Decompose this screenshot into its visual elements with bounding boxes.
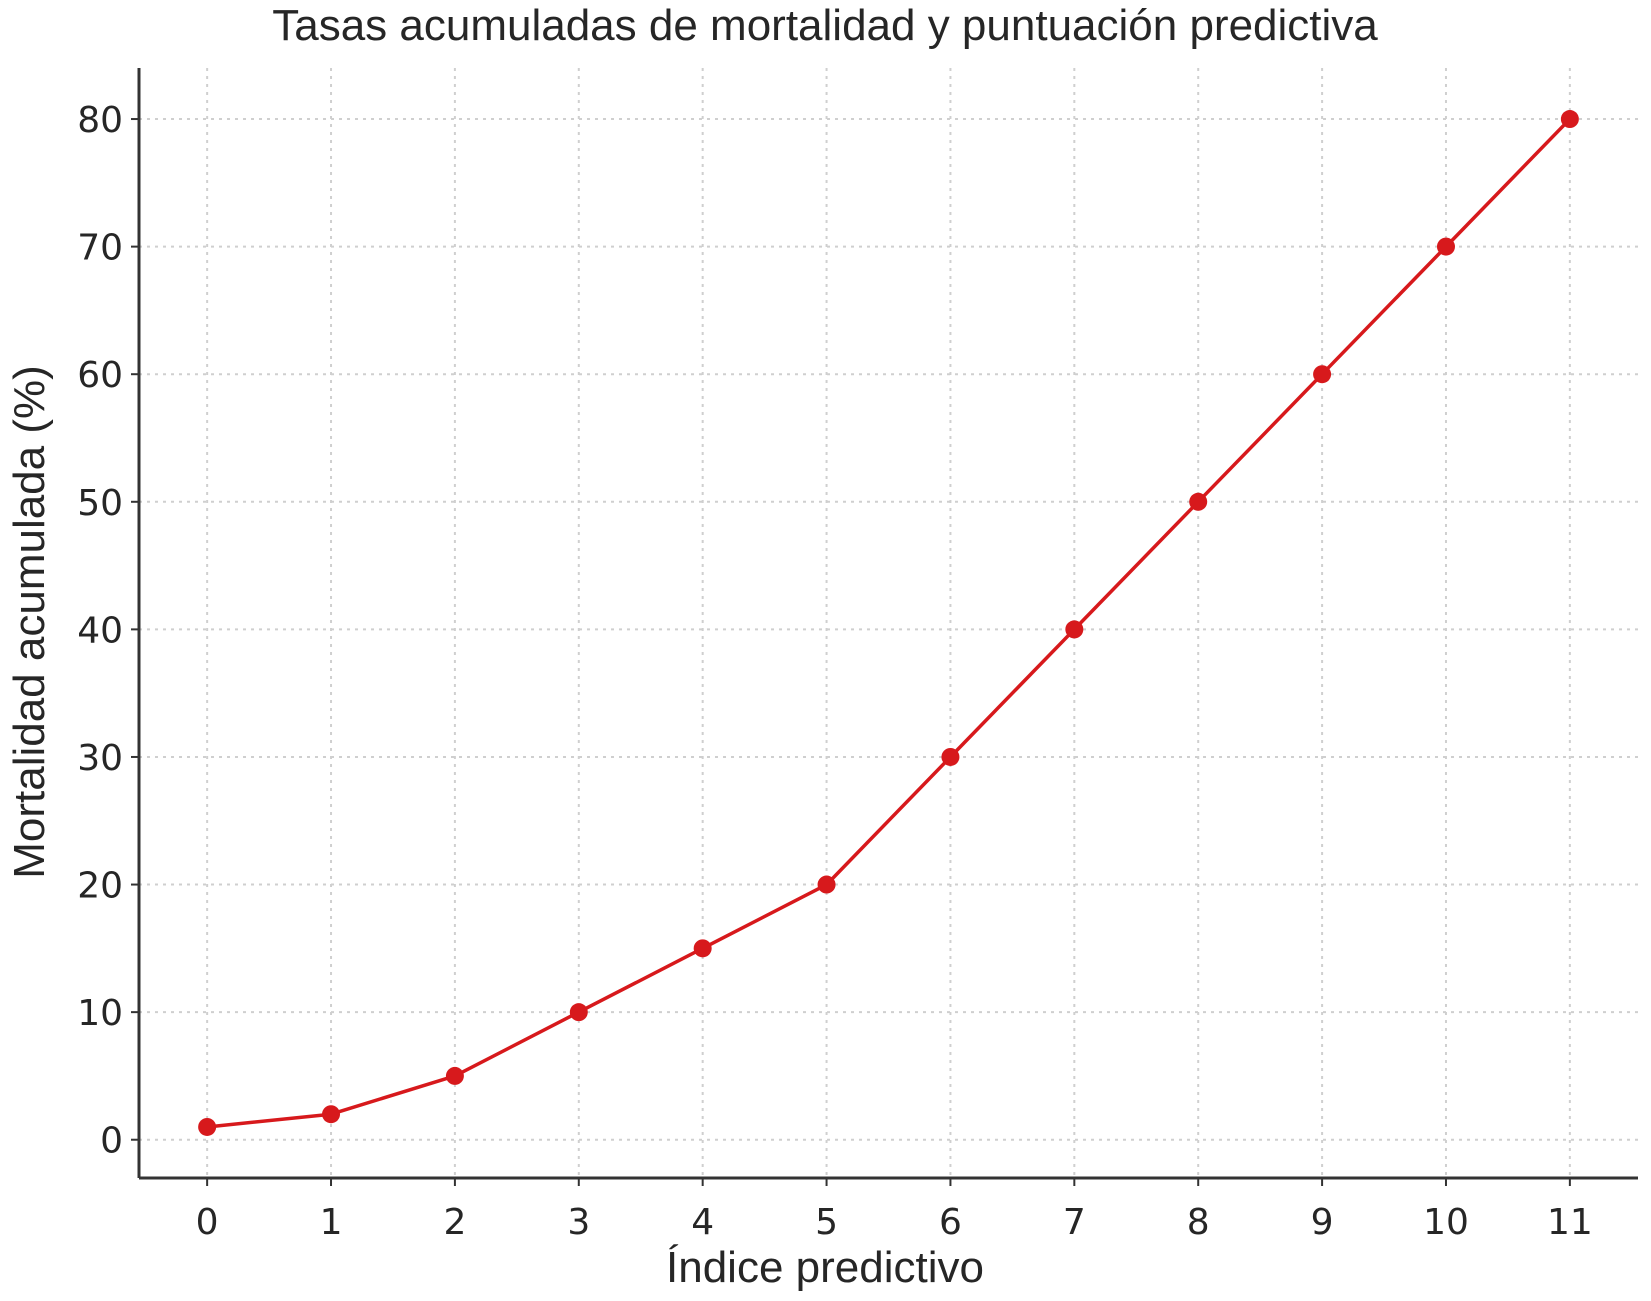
- data-point: [693, 939, 712, 958]
- y-axis-label: Mortalidad acumulada (%): [5, 365, 54, 879]
- data-point: [1560, 110, 1579, 129]
- y-tick-label: 60: [77, 355, 123, 396]
- axes: [131, 68, 1638, 1186]
- x-axis-label: Índice predictivo: [666, 1243, 984, 1292]
- x-tick-label: 8: [1187, 1202, 1210, 1243]
- x-tick-label: 7: [1063, 1202, 1086, 1243]
- data-point: [445, 1066, 464, 1085]
- data-point: [1189, 492, 1208, 511]
- y-tick-label: 80: [77, 100, 123, 141]
- y-tick-label: 30: [77, 738, 123, 779]
- data-point: [817, 875, 836, 894]
- data-point: [941, 747, 960, 766]
- y-tick-label: 40: [77, 610, 123, 651]
- x-tick-label: 1: [320, 1202, 343, 1243]
- x-tick-label: 11: [1547, 1202, 1593, 1243]
- series: [198, 110, 1579, 1136]
- y-tick-label: 10: [77, 993, 123, 1034]
- tick-labels: 0 1 2 3 4 5 6 7 8 9 10 11 0 10 20 30 40 50 60 70 80: [77, 100, 1593, 1243]
- y-tick-label: 0: [100, 1121, 123, 1162]
- data-point: [1065, 620, 1084, 639]
- x-tick-label: 2: [443, 1202, 466, 1243]
- y-tick-label: 50: [77, 483, 123, 524]
- x-tick-label: 3: [567, 1202, 590, 1243]
- y-tick-label: 70: [77, 228, 123, 269]
- x-tick-label: 5: [815, 1202, 838, 1243]
- y-tick-label: 20: [77, 866, 123, 907]
- grid: [139, 68, 1638, 1178]
- data-point: [198, 1117, 217, 1136]
- data-point: [1313, 365, 1332, 384]
- x-tick-label: 9: [1311, 1202, 1334, 1243]
- x-tick-label: 4: [691, 1202, 714, 1243]
- x-tick-label: 0: [196, 1202, 219, 1243]
- x-tick-label: 6: [939, 1202, 962, 1243]
- x-tick-label: 10: [1423, 1202, 1469, 1243]
- series-line: [206, 117, 1572, 1129]
- data-point: [1436, 237, 1455, 256]
- data-point: [322, 1105, 341, 1124]
- chart-title: Tasas acumuladas de mortalidad y puntuac…: [272, 1, 1378, 50]
- data-point: [569, 1003, 588, 1022]
